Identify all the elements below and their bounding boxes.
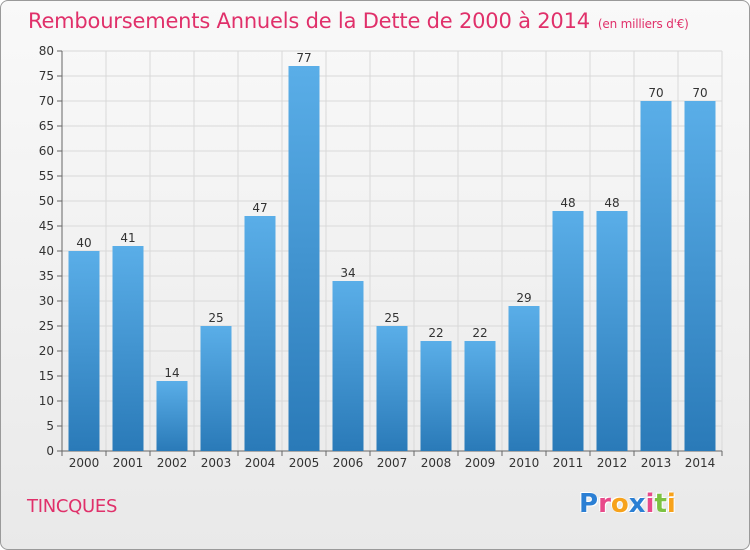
y-tick-label: 10 [39,394,54,408]
y-tick-label: 60 [39,144,54,158]
value-label-2007: 25 [384,311,399,325]
bar-2007[interactable] [376,326,408,451]
bar-2001[interactable] [112,246,144,451]
value-label-2010: 29 [516,291,531,305]
logo-letter: i [645,489,655,519]
bar-2013[interactable] [640,101,672,451]
chart-units: (en milliers d'€) [597,17,689,31]
x-tick-label-2011: 2011 [553,456,584,470]
bar-2008[interactable] [420,341,452,451]
chart-title-text: Remboursements Annuels de la Dette de 20… [28,9,590,33]
value-label-2000: 40 [76,236,91,250]
value-labels: 40 41 14 25 47 77 34 25 22 22 29 48 48 70 70 [76,51,707,380]
bar-2003[interactable] [200,326,232,451]
y-tick-label: 55 [39,169,54,183]
y-tick-label: 20 [39,344,54,358]
y-tick-label: 75 [39,69,54,83]
bar-2006[interactable] [332,281,364,451]
bar-2011[interactable] [552,211,584,451]
y-tick-label: 80 [39,44,54,58]
y-tick-label: 0 [46,444,54,458]
bar-2000[interactable] [68,251,100,451]
value-label-2012: 48 [604,196,619,210]
bars [68,66,716,451]
value-label-2004: 47 [252,201,267,215]
x-tick-label-2007: 2007 [377,456,408,470]
y-tick-label: 50 [39,194,54,208]
bar-2009[interactable] [464,341,496,451]
logo-letter: r [598,489,611,519]
chart-title: Remboursements Annuels de la Dette de 20… [28,9,689,33]
value-label-2013: 70 [648,86,663,100]
bar-2010[interactable] [508,306,540,451]
y-tick-label: 40 [39,244,54,258]
y-tick-label: 65 [39,119,54,133]
x-tick-label-2004: 2004 [245,456,276,470]
bar-2004[interactable] [244,216,276,451]
x-tick-label-2006: 2006 [333,456,364,470]
value-label-2014: 70 [692,86,707,100]
value-label-2009: 22 [472,326,487,340]
logo-letter: P [579,489,599,519]
x-tick-label-2001: 2001 [113,456,144,470]
y-tick-label: 70 [39,94,54,108]
town-name: TINCQUES [27,496,118,517]
x-tick-label-2014: 2014 [685,456,716,470]
x-tick-label-2009: 2009 [465,456,496,470]
x-tick-label-2000: 2000 [69,456,100,470]
y-tick-label: 15 [39,369,54,383]
value-label-2006: 34 [340,266,355,280]
x-tick-label-2008: 2008 [421,456,452,470]
y-tick-label: 35 [39,269,54,283]
bar-2005[interactable] [288,66,320,451]
x-tick-label-2005: 2005 [289,456,320,470]
bar-2002[interactable] [156,381,188,451]
value-label-2011: 48 [560,196,575,210]
logo-letter: x [628,489,646,519]
value-label-2008: 22 [428,326,443,340]
value-label-2003: 25 [208,311,223,325]
logo-letter: o [610,489,629,519]
value-label-2001: 41 [120,231,135,245]
x-tick-label-2010: 2010 [509,456,540,470]
proxiti-logo[interactable]: Proxiti [579,489,676,519]
x-tick-label-2002: 2002 [157,456,188,470]
value-label-2002: 14 [164,366,179,380]
y-tick-label: 30 [39,294,54,308]
bar-2014[interactable] [684,101,716,451]
y-tick-label: 25 [39,319,54,333]
x-tick-label-2013: 2013 [641,456,672,470]
logo-letter: i [666,489,676,519]
value-label-2005: 77 [296,51,311,65]
y-tick-label: 5 [46,419,54,433]
x-tick-label-2003: 2003 [201,456,232,470]
y-tick-label: 45 [39,219,54,233]
bar-2012[interactable] [596,211,628,451]
logo-letter: t [654,489,667,519]
x-tick-label-2012: 2012 [597,456,628,470]
